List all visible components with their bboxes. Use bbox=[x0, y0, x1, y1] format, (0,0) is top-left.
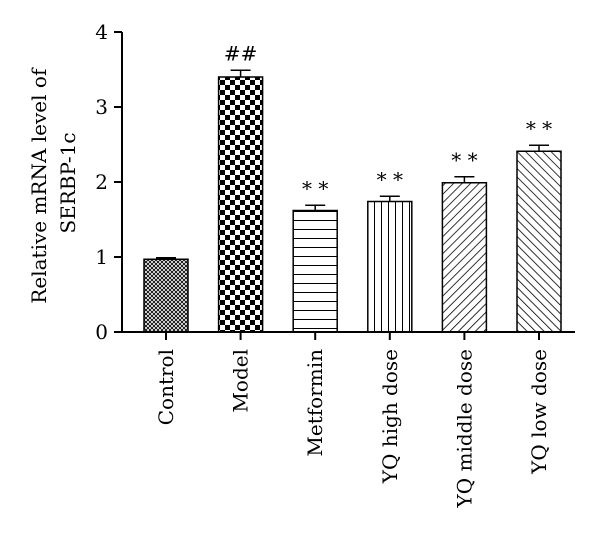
y-tick-label: 2 bbox=[95, 170, 108, 194]
bar bbox=[441, 182, 488, 333]
x-tick-label: YQ low dose bbox=[527, 349, 551, 475]
significance-annotation: * * bbox=[302, 176, 328, 200]
x-axis-ticks: Control Model Metformin YQ high dose YQ midd… bbox=[154, 332, 551, 508]
y-tick-label: 1 bbox=[95, 245, 108, 269]
y-tick-label: 4 bbox=[95, 20, 108, 44]
bar bbox=[516, 150, 562, 333]
bar bbox=[143, 258, 189, 333]
significance-annotation: * * bbox=[451, 148, 477, 172]
significance-annotation: * * bbox=[377, 167, 403, 191]
y-axis-ticks: 0 1 2 3 4 bbox=[95, 20, 122, 344]
x-tick-label: Control bbox=[154, 349, 178, 425]
significance-annotation: ## bbox=[224, 41, 258, 65]
x-tick-label: Model bbox=[229, 349, 253, 413]
bar bbox=[217, 76, 264, 333]
bars: ## * * * * * * * * bbox=[143, 41, 562, 333]
significance-annotation: * * bbox=[526, 116, 552, 140]
y-axis-label-line-2: SERBP-1c bbox=[56, 132, 80, 233]
bar bbox=[292, 209, 338, 333]
y-tick-label: 0 bbox=[95, 320, 108, 344]
y-axis-label: Relative mRNA level of SERBP-1c bbox=[27, 62, 80, 303]
x-tick-label: YQ high dose bbox=[378, 349, 402, 484]
y-axis-label-line-1: Relative mRNA level of bbox=[27, 67, 51, 304]
x-tick-label: Metformin bbox=[303, 349, 327, 457]
bar bbox=[367, 200, 413, 333]
y-tick-label: 3 bbox=[95, 95, 108, 119]
x-tick-label: YQ middle dose bbox=[452, 349, 476, 508]
